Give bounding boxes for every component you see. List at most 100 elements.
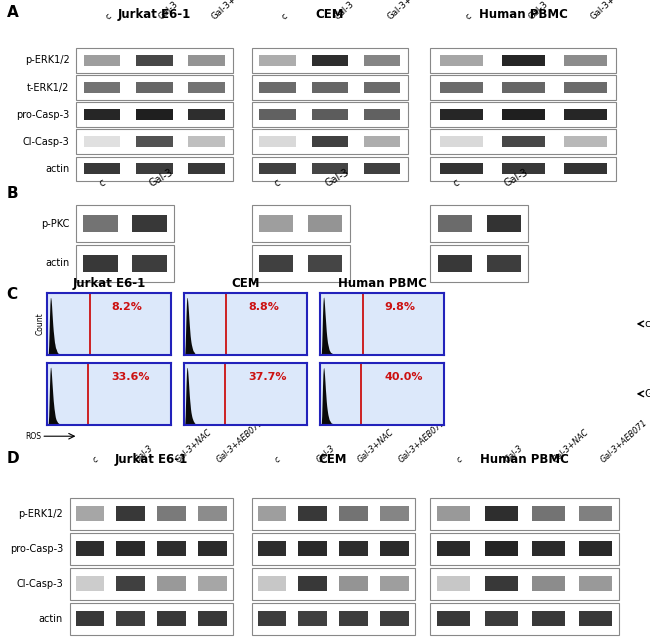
Text: p-ERK1/2: p-ERK1/2 [18, 508, 63, 519]
Bar [339, 541, 368, 556]
Bar [311, 82, 348, 93]
Bar [430, 130, 616, 154]
Bar [487, 255, 521, 272]
Bar [259, 109, 296, 120]
Y-axis label: Count: Count [36, 313, 45, 335]
Bar [252, 245, 350, 282]
Bar [439, 109, 483, 120]
Bar [252, 533, 415, 565]
Text: actin: actin [46, 258, 70, 268]
Bar [157, 507, 186, 521]
Text: c: c [280, 12, 289, 22]
Text: Gal-3: Gal-3 [133, 444, 155, 465]
Bar [259, 82, 296, 93]
Text: Human PBMC: Human PBMC [479, 8, 567, 21]
Bar [502, 82, 545, 93]
Bar [364, 109, 400, 120]
Text: Gal-3+NAC: Gal-3+NAC [356, 428, 396, 465]
Text: Jurkat E6-1: Jurkat E6-1 [73, 277, 146, 290]
Text: CEM: CEM [231, 277, 260, 290]
Text: Gal-3: Gal-3 [503, 444, 525, 465]
Bar [487, 216, 521, 232]
Text: pro-Casp-3: pro-Casp-3 [10, 544, 63, 554]
Bar [439, 82, 483, 93]
Text: Gal-3+AEB071: Gal-3+AEB071 [215, 419, 266, 465]
Bar [136, 136, 173, 147]
Bar [437, 541, 471, 556]
Text: Gal-3: Gal-3 [323, 167, 351, 189]
Bar [430, 498, 619, 530]
Bar [76, 75, 233, 100]
Text: Gal-3+AEB071: Gal-3+AEB071 [397, 419, 448, 465]
Bar [188, 163, 225, 174]
Bar [133, 255, 167, 272]
Text: 40.0%: 40.0% [385, 372, 423, 382]
Bar [76, 205, 174, 243]
Bar [437, 507, 471, 521]
Bar [579, 577, 612, 591]
Bar [430, 568, 619, 600]
Bar [188, 55, 225, 66]
Bar [75, 541, 104, 556]
Bar [83, 216, 118, 232]
Bar [311, 55, 348, 66]
Text: c: c [98, 177, 107, 189]
Bar [298, 541, 327, 556]
Bar [257, 611, 286, 626]
Bar [485, 611, 518, 626]
Bar [252, 130, 408, 154]
Bar [298, 611, 327, 626]
Bar [308, 255, 343, 272]
Bar [380, 507, 409, 521]
Bar [136, 163, 173, 174]
Text: 8.2%: 8.2% [112, 302, 142, 312]
Bar [430, 205, 528, 243]
Text: t-ERK1/2: t-ERK1/2 [27, 83, 70, 92]
Bar [70, 498, 233, 530]
Text: CEM: CEM [319, 453, 347, 466]
Bar [116, 507, 145, 521]
Text: Gal-3+U0126: Gal-3+U0126 [210, 0, 260, 22]
Text: c: c [273, 177, 283, 189]
Bar [76, 245, 174, 282]
Bar [252, 48, 408, 73]
Bar [157, 577, 186, 591]
Bar [532, 541, 565, 556]
Bar [252, 102, 408, 127]
Bar [252, 568, 415, 600]
Text: Cl-Casp-3: Cl-Casp-3 [23, 137, 70, 146]
Bar [116, 541, 145, 556]
Bar [188, 109, 225, 120]
Bar [564, 55, 607, 66]
Bar [364, 163, 400, 174]
Bar [84, 163, 120, 174]
Bar [84, 82, 120, 93]
Bar [339, 507, 368, 521]
Bar [259, 163, 296, 174]
Text: Gal-3: Gal-3 [315, 444, 337, 465]
Bar [257, 577, 286, 591]
Text: Gal-3: Gal-3 [526, 0, 549, 22]
Text: actin: actin [39, 614, 63, 624]
Text: p-PKC: p-PKC [41, 219, 70, 229]
Bar [380, 611, 409, 626]
Text: 9.8%: 9.8% [385, 302, 415, 312]
Text: 33.6%: 33.6% [112, 372, 150, 382]
Text: c: c [104, 12, 114, 22]
Text: c: c [644, 319, 650, 329]
Bar [532, 577, 565, 591]
Bar [364, 136, 400, 147]
Bar [430, 533, 619, 565]
Bar [116, 577, 145, 591]
Bar [298, 507, 327, 521]
Bar [84, 109, 120, 120]
Bar [502, 136, 545, 147]
Bar [502, 55, 545, 66]
Bar [252, 205, 350, 243]
Text: Jurkat E6-1: Jurkat E6-1 [118, 8, 191, 21]
Bar [252, 602, 415, 635]
Text: D: D [6, 451, 19, 465]
Bar [70, 533, 233, 565]
Text: Gal-3+NAC: Gal-3+NAC [174, 428, 214, 465]
Bar [198, 577, 227, 591]
